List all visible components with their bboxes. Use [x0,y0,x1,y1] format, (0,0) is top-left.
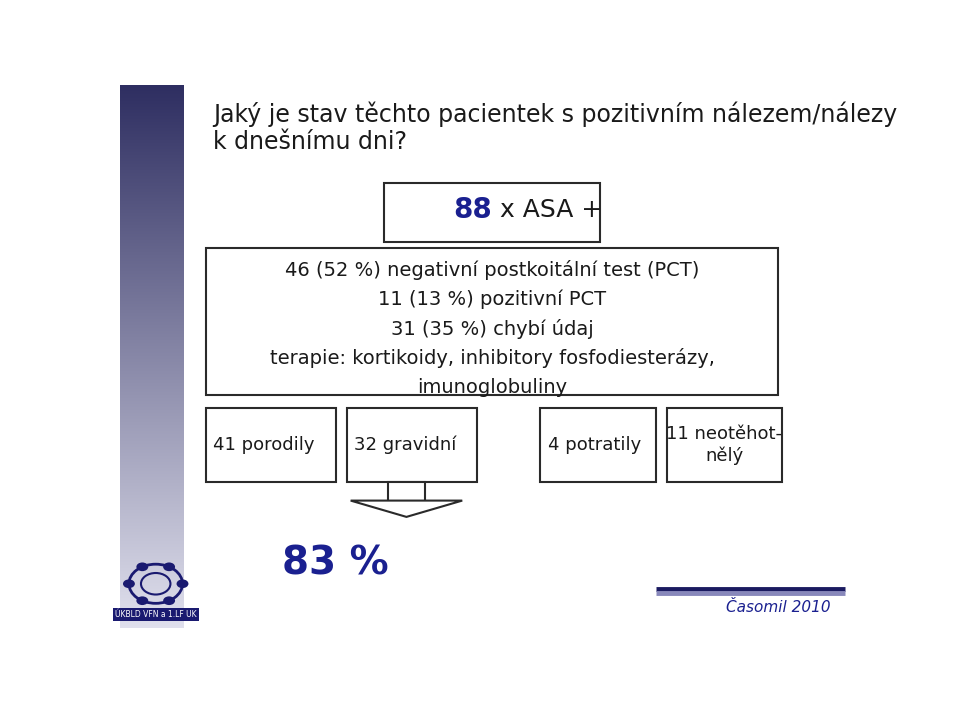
Circle shape [123,580,134,588]
Circle shape [136,563,148,571]
Text: 4 potratily: 4 potratily [548,436,641,454]
Bar [388,481,425,503]
Text: 31 (35 %) chybí údaj: 31 (35 %) chybí údaj [391,318,593,339]
Text: 11 neotěhot-
nělý: 11 neotěhot- nělý [666,425,782,465]
Bar [540,408,656,481]
Text: 88: 88 [453,196,492,224]
Text: 11 (13 %) pozitivní PCT: 11 (13 %) pozitivní PCT [378,289,606,309]
Text: terapie: kortikoidy, inhibitory fosfodiesterázy,: terapie: kortikoidy, inhibitory fosfodie… [270,348,714,368]
Text: 46 (52 %) negativní postkoitální test (PCT): 46 (52 %) negativní postkoitální test (P… [285,260,699,280]
Text: 41 porodily: 41 porodily [213,436,315,454]
Circle shape [177,580,188,588]
Text: Jaký je stav těchto pacientek s pozitivním nálezem/nálezy
k dnešnímu dni?: Jaký je stav těchto pacientek s pozitivn… [213,101,898,155]
Text: ÚKBLD VFN a 1.LF UK: ÚKBLD VFN a 1.LF UK [115,610,197,619]
Text: Časomil 2010: Časomil 2010 [726,600,830,615]
Circle shape [163,597,175,605]
Bar [205,248,779,395]
Text: 83 %: 83 % [282,544,389,582]
Bar [384,183,600,242]
Text: x ASA +: x ASA + [492,198,602,222]
Bar [667,408,782,481]
Circle shape [163,563,175,571]
Polygon shape [350,501,463,517]
Text: 32 gravidní: 32 gravidní [354,436,457,454]
Bar [205,408,336,481]
Text: imunoglobuliny: imunoglobuliny [417,378,567,397]
Bar [347,408,477,481]
Circle shape [136,597,148,605]
